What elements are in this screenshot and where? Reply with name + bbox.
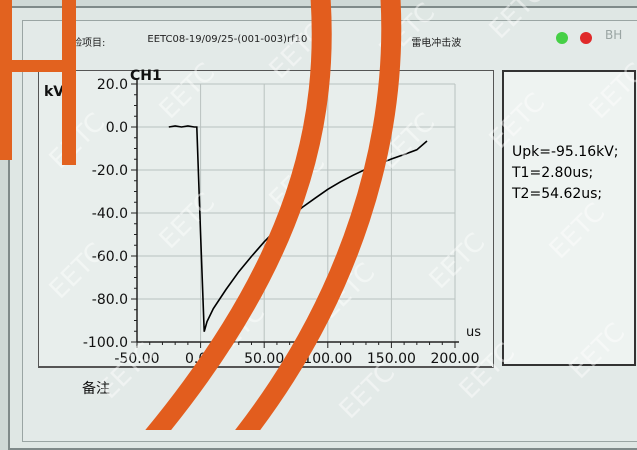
y-tick-label: -40.0: [92, 206, 128, 222]
x-tick-label: 150.00: [367, 351, 416, 367]
y-tick-label: -80.0: [92, 292, 128, 308]
y-tick-label: 0.0: [106, 120, 128, 136]
x-axis-label: us: [466, 325, 481, 340]
x-tick-label: 200.00: [431, 351, 480, 367]
readout-panel: Upk=-95.16kV; T1=2.80us; T2=54.62us;: [502, 70, 636, 366]
test-item-label: 试验项目:: [62, 38, 106, 49]
x-tick-label: -50.00: [114, 351, 159, 367]
waveform-line: [168, 125, 428, 332]
red-status-led: [580, 32, 592, 44]
green-status-led: [556, 32, 568, 44]
remark-divider: [38, 366, 492, 367]
y-tick-label: -20.0: [92, 163, 128, 179]
upk-value: Upk=-95.16kV;: [512, 144, 619, 160]
readout-values: Upk=-95.16kV; T1=2.80us; T2=54.62us;: [512, 142, 619, 205]
x-tick-label: 50.00: [244, 351, 284, 367]
y-axis-label: kV: [44, 84, 64, 100]
y-tick-label: -60.0: [92, 249, 128, 265]
chart-title: CH1: [130, 68, 162, 84]
t2-value: T2=54.62us;: [512, 186, 603, 202]
axis-labels: 20.0 0.0 -20.0 -40.0 -60.0 -80.0 -100.0-50.00 0…: [44, 68, 481, 367]
waveform-type: 雷电冲击波: [411, 38, 462, 49]
t1-value: T1=2.80us;: [512, 165, 594, 181]
corner-label: BH: [605, 28, 623, 42]
x-tick-label: 0.00: [185, 351, 216, 367]
series: [168, 125, 428, 332]
y-tick-label: -100.0: [83, 335, 128, 351]
y-tick-label: 20.0: [97, 77, 128, 93]
remark-label: 备注: [82, 381, 110, 397]
x-tick-label: 100.00: [303, 351, 352, 367]
